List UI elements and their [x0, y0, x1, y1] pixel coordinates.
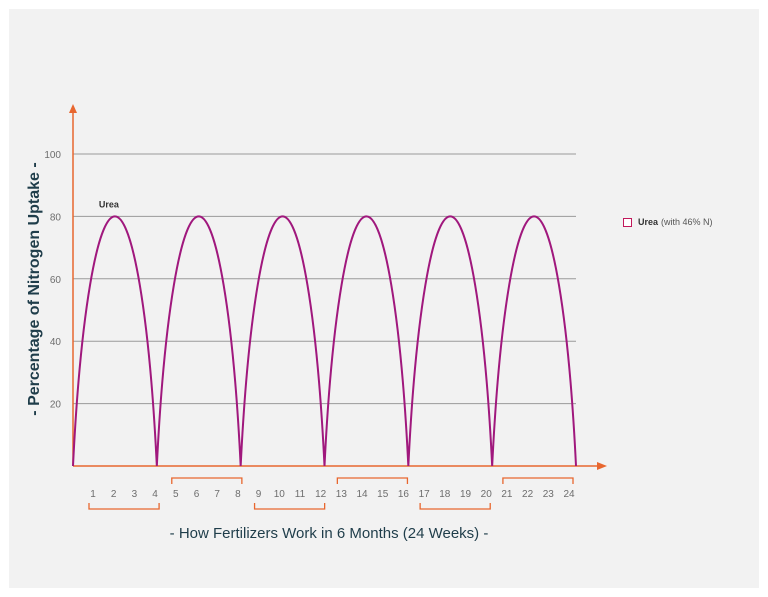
x-tick-label: 8: [235, 489, 241, 500]
x-tick-label: 4: [152, 489, 158, 500]
x-group-bracket: [253, 503, 326, 510]
x-tick-label: 24: [563, 489, 575, 500]
y-tick-label: 20: [50, 400, 62, 411]
series-line-urea: [72, 215, 577, 467]
x-group-bracket: [171, 477, 243, 484]
x-tick-label: 21: [501, 489, 513, 500]
x-tick-label: 23: [543, 489, 555, 500]
x-tick-label: 18: [439, 489, 451, 500]
x-tick-label: 1: [90, 489, 96, 500]
x-tick-label: 5: [173, 489, 179, 500]
x-tick-label: 22: [522, 489, 534, 500]
x-tick-label: 12: [315, 489, 327, 500]
x-tick-label: 3: [132, 489, 138, 500]
y-tick-label: 100: [44, 150, 61, 161]
x-tick-label: 10: [274, 489, 286, 500]
x-tick-label: 7: [214, 489, 220, 500]
x-tick-label: 2: [111, 489, 117, 500]
y-axis-title: - Percentage of Nitrogen Uptake -: [26, 162, 43, 415]
x-tick-label: 15: [377, 489, 389, 500]
x-tick-label: 16: [398, 489, 410, 500]
x-group-bracket: [419, 503, 491, 510]
x-tick-label: 11: [295, 489, 306, 500]
y-tick-label: 60: [50, 275, 62, 286]
series-annotation: Urea: [99, 199, 120, 209]
x-tick-label: 19: [460, 489, 472, 500]
x-tick-label: 13: [336, 489, 348, 500]
y-tick-label: 80: [50, 212, 62, 223]
y-tick-label: 40: [50, 337, 62, 348]
x-tick-label: 6: [194, 489, 200, 500]
x-tick-label: 9: [256, 489, 262, 500]
x-tick-label: 20: [481, 489, 493, 500]
x-tick-label: 17: [419, 489, 431, 500]
x-tick-label: 14: [356, 489, 368, 500]
y-axis-arrow: [69, 104, 77, 113]
legend-series-note: (with 46% N): [661, 217, 713, 227]
x-axis-title: - How Fertilizers Work in 6 Months (24 W…: [170, 525, 489, 542]
legend-series-label: Urea: [638, 217, 659, 227]
chart-panel: 20 40 60 80 100 1 2 3 4 5 6 7 8 9 10 11 12 13 14 15 16 17 18 19…: [9, 9, 759, 588]
x-group-bracket: [502, 477, 574, 484]
x-group-bracket: [88, 503, 160, 510]
x-group-bracket: [336, 477, 409, 484]
x-axis-arrow: [597, 462, 607, 470]
legend[interactable]: Urea (with 46% N): [623, 217, 713, 227]
legend-swatch: [623, 217, 632, 227]
